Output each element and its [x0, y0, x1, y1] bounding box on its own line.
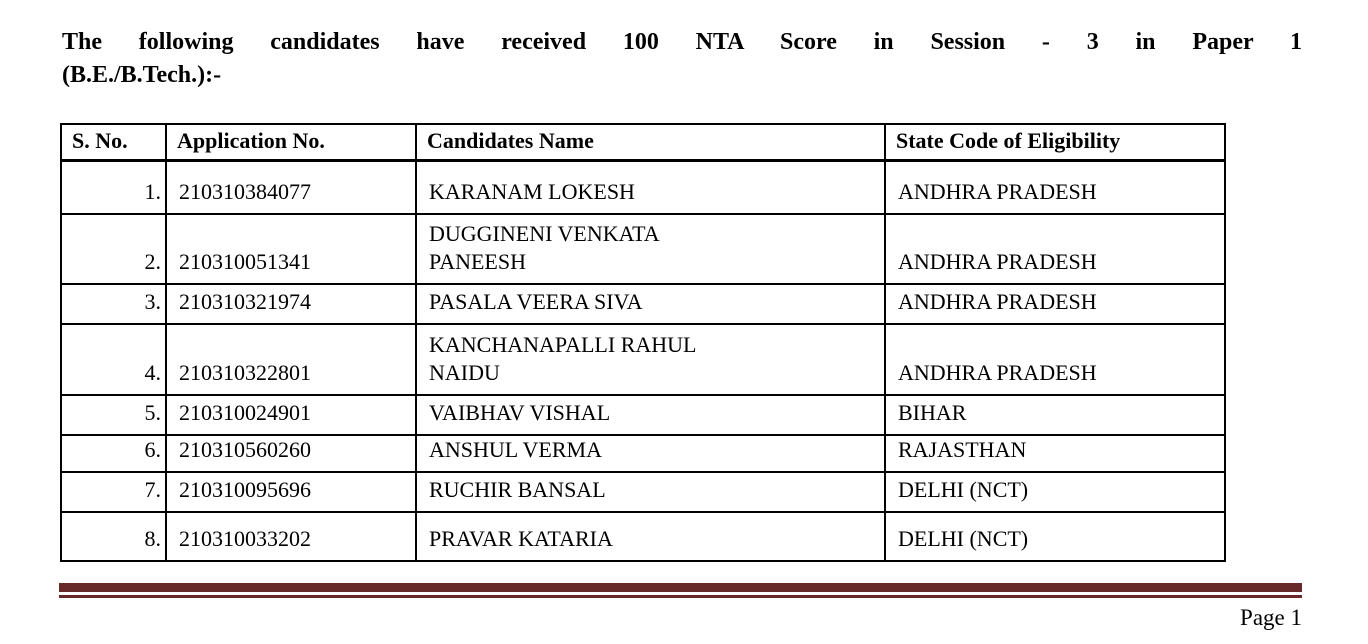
footer-divider-thin-bar	[59, 595, 1302, 598]
cell-s-no: 1.	[60, 159, 167, 215]
cell-application-no: 210310384077	[165, 159, 417, 215]
page-title-line-2: (B.E./B.Tech.):-	[62, 62, 222, 88]
cell-candidate-name: DUGGINENI VENKATA PANEESH	[415, 213, 886, 285]
cell-candidate-name: RUCHIR BANSAL	[415, 471, 886, 513]
cell-candidate-name: PASALA VEERA SIVA	[415, 283, 886, 325]
table-row: 2. 210310051341 DUGGINENI VENKATA PANEES…	[60, 213, 1226, 285]
cell-s-no: 6.	[60, 434, 167, 473]
cell-s-no: 3.	[60, 283, 167, 325]
cell-application-no: 210310051341	[165, 213, 417, 285]
page-title: The following candidates have received 1…	[60, 26, 1302, 92]
table-row: 1. 210310384077 KARANAM LOKESH ANDHRA PR…	[60, 159, 1226, 215]
cell-application-no: 210310321974	[165, 283, 417, 325]
cell-s-no: 4.	[60, 323, 167, 396]
cell-application-no: 210310033202	[165, 511, 417, 562]
footer-divider	[59, 583, 1302, 598]
cell-candidate-name: PRAVAR KATARIA	[415, 511, 886, 562]
table-row: 6. 210310560260 ANSHUL VERMA RAJASTHAN	[60, 434, 1226, 473]
cell-state-code: DELHI (NCT)	[884, 511, 1226, 562]
table-body: 1. 210310384077 KARANAM LOKESH ANDHRA PR…	[60, 159, 1226, 562]
cell-state-code: ANDHRA PRADESH	[884, 159, 1226, 215]
cell-candidate-name: KANCHANAPALLI RAHUL NAIDU	[415, 323, 886, 396]
cell-application-no: 210310560260	[165, 434, 417, 473]
cell-application-no: 210310095696	[165, 471, 417, 513]
column-header-application-no: Application No.	[165, 123, 417, 162]
cell-application-no: 210310024901	[165, 394, 417, 436]
cell-s-no: 5.	[60, 394, 167, 436]
cell-state-code: BIHAR	[884, 394, 1226, 436]
table-row: 3. 210310321974 PASALA VEERA SIVA ANDHRA…	[60, 283, 1226, 325]
page-title-line-1: The following candidates have received 1…	[62, 29, 1302, 55]
candidates-table: S. No. Application No. Candidates Name S…	[60, 123, 1226, 562]
cell-state-code: ANDHRA PRADESH	[884, 213, 1226, 285]
table-row: 8. 210310033202 PRAVAR KATARIA DELHI (NC…	[60, 511, 1226, 562]
cell-state-code: ANDHRA PRADESH	[884, 283, 1226, 325]
column-header-s-no: S. No.	[60, 123, 167, 162]
table-header: S. No. Application No. Candidates Name S…	[60, 123, 1226, 162]
cell-s-no: 7.	[60, 471, 167, 513]
cell-s-no: 2.	[60, 213, 167, 285]
cell-state-code: ANDHRA PRADESH	[884, 323, 1226, 396]
cell-candidate-name: KARANAM LOKESH	[415, 159, 886, 215]
column-header-candidates-name: Candidates Name	[415, 123, 886, 162]
cell-candidate-name: ANSHUL VERMA	[415, 434, 886, 473]
cell-state-code: RAJASTHAN	[884, 434, 1226, 473]
table-row: 4. 210310322801 KANCHANAPALLI RAHUL NAID…	[60, 323, 1226, 396]
table-row: 7. 210310095696 RUCHIR BANSAL DELHI (NCT…	[60, 471, 1226, 513]
column-header-state-code: State Code of Eligibility	[884, 123, 1226, 162]
cell-candidate-name: VAIBHAV VISHAL	[415, 394, 886, 436]
cell-state-code: DELHI (NCT)	[884, 471, 1226, 513]
table-row: 5. 210310024901 VAIBHAV VISHAL BIHAR	[60, 394, 1226, 436]
footer-divider-thick-bar	[59, 583, 1302, 592]
page-number: Page 1	[1240, 605, 1302, 630]
table-header-row: S. No. Application No. Candidates Name S…	[60, 123, 1226, 162]
cell-application-no: 210310322801	[165, 323, 417, 396]
cell-s-no: 8.	[60, 511, 167, 562]
